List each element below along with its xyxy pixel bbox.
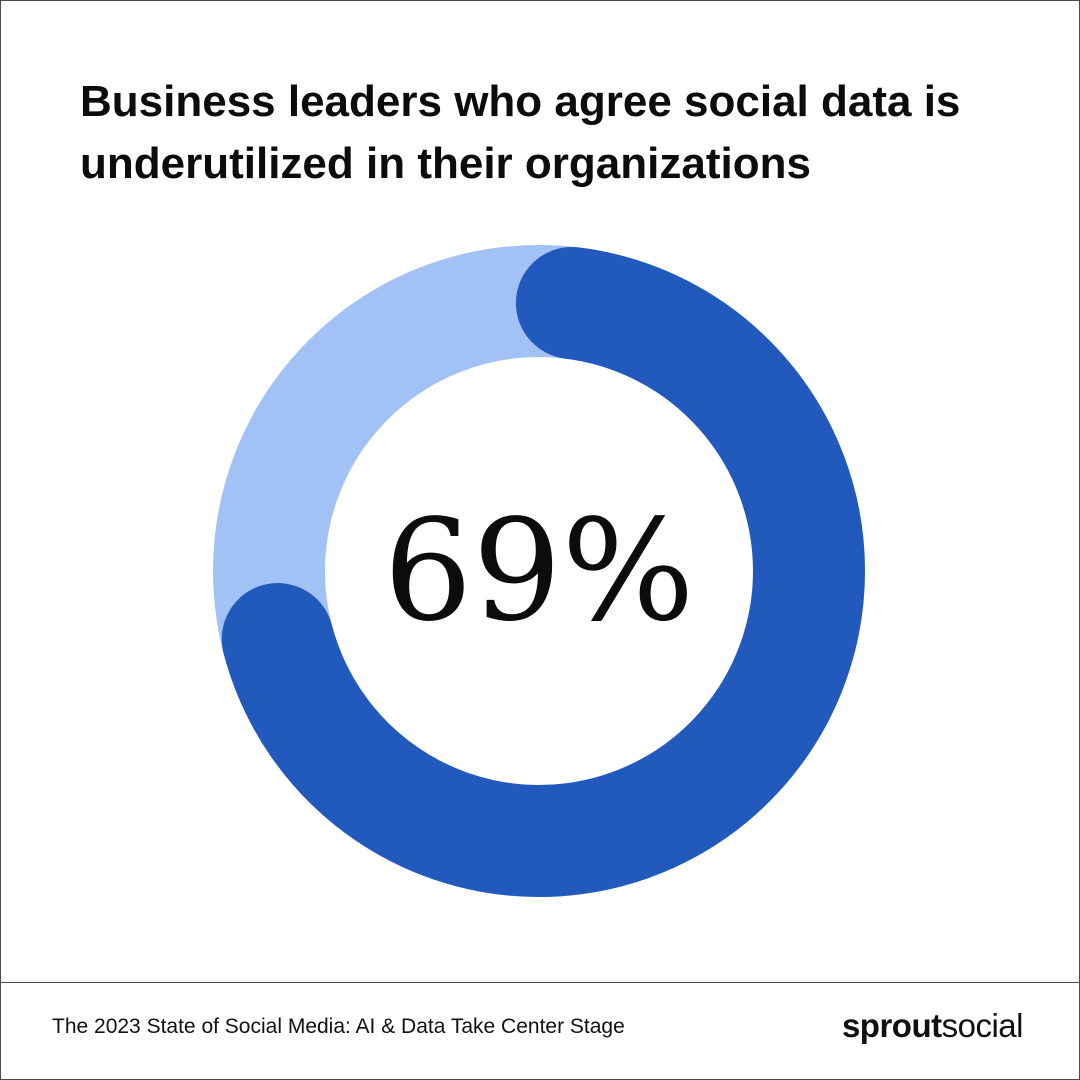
logo-word-social: social <box>941 1007 1024 1044</box>
chart-title: Business leaders who agree social data i… <box>80 77 961 188</box>
sproutsocial-logo: sproutsocial <box>841 1007 1024 1045</box>
footer-divider <box>1 982 1079 983</box>
center-percentage: 69% <box>383 490 694 653</box>
donut-chart: 69% <box>213 245 865 897</box>
source-caption: The 2023 State of Social Media: AI & Dat… <box>52 1015 625 1038</box>
logo-word-sprout: sprout <box>841 1007 942 1044</box>
donut-value-segment <box>221 247 865 897</box>
